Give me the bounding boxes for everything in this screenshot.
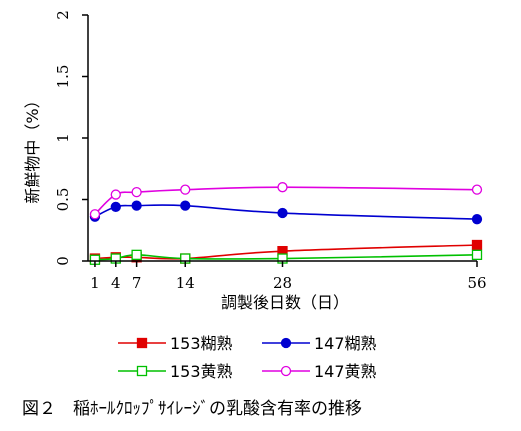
data-point	[277, 207, 288, 219]
data-point	[180, 184, 191, 195]
legend-item: 153糊熟	[118, 334, 233, 353]
legend-item: 147糊熟	[262, 334, 377, 353]
data-point	[471, 249, 483, 261]
legend-marker	[136, 337, 148, 349]
legend-marker	[280, 365, 292, 377]
x-tick-label: 4	[111, 274, 121, 292]
x-tick-label: 28	[273, 274, 292, 292]
data-point	[471, 239, 483, 251]
x-tick-label: 7	[132, 274, 142, 292]
legend-item: 153黄熟	[118, 362, 233, 381]
plot-area	[89, 182, 483, 265]
legend-item: 147黄熟	[262, 362, 377, 381]
legend-label: 147黄熟	[314, 362, 377, 381]
data-point	[471, 184, 483, 195]
legend-marker	[136, 365, 148, 377]
data-point	[131, 249, 142, 261]
data-point	[89, 209, 101, 220]
legend: 153糊熟 147糊熟 153黄熟 147黄熟	[118, 334, 377, 381]
data-point	[471, 214, 483, 225]
figure-caption: 図２ 稲ﾎｰﾙｸﾛｯﾌﾟｻｲﾚｰｼﾞの乳酸含有率の推移	[22, 399, 362, 419]
y-tick-label: 0	[54, 256, 72, 266]
data-point	[110, 201, 121, 213]
axes: 00.511.521 4 7 14 28 56	[54, 10, 487, 292]
legend-marker	[280, 337, 292, 349]
legend-label: 147糊熟	[314, 334, 377, 353]
data-point	[131, 186, 142, 198]
y-tick-label: 1.5	[54, 65, 72, 89]
data-point	[131, 200, 142, 211]
y-axis-label: 新鮮物中（%）	[23, 92, 42, 203]
y-tick-label: 1	[54, 133, 72, 143]
legend-label: 153糊熟	[170, 334, 233, 353]
data-point	[180, 200, 191, 211]
x-tick-label: 14	[176, 274, 195, 292]
x-axis-label: 調製後日数（日）	[221, 293, 349, 312]
x-tick-label: 1	[90, 274, 100, 292]
legend-label: 153黄熟	[170, 362, 233, 381]
data-point	[110, 189, 121, 200]
y-tick-label: 2	[54, 10, 72, 20]
data-point	[277, 182, 288, 193]
x-tick-label: 56	[467, 274, 486, 292]
y-tick-label: 0.5	[54, 188, 72, 212]
